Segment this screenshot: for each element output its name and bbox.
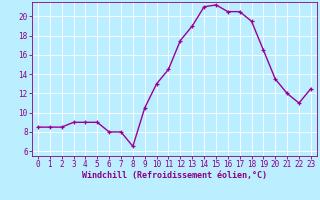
X-axis label: Windchill (Refroidissement éolien,°C): Windchill (Refroidissement éolien,°C) — [82, 171, 267, 180]
